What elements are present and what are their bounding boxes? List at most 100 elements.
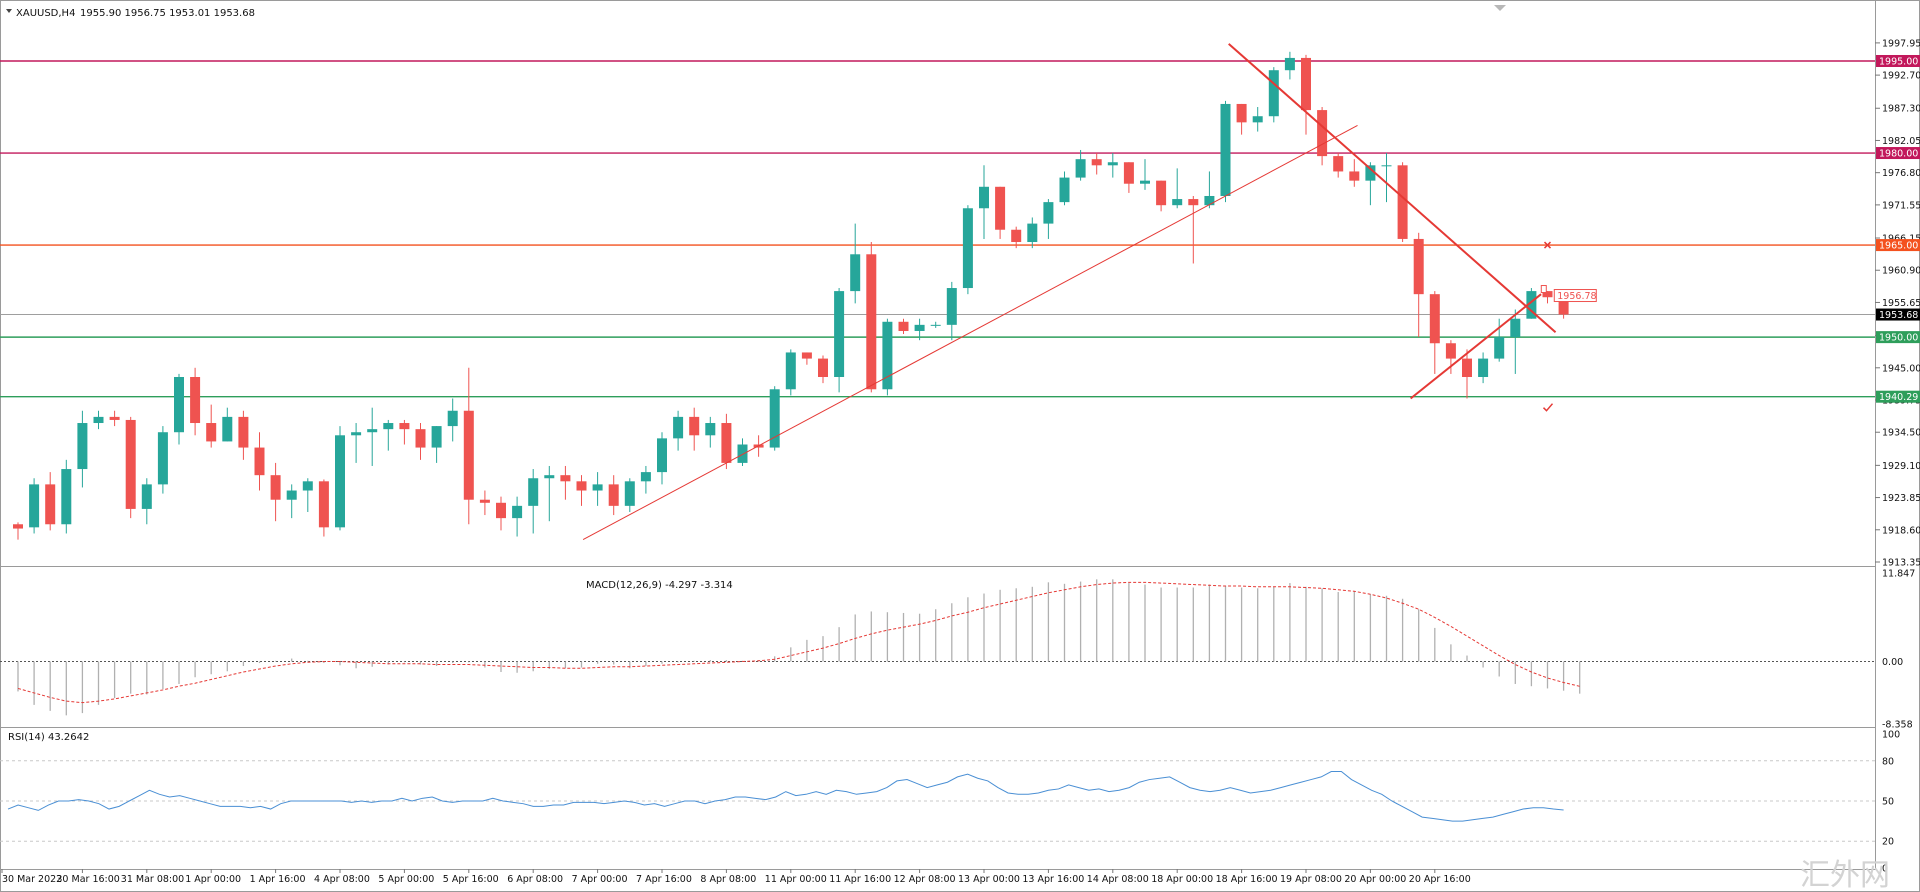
candle-body[interactable] <box>705 423 716 436</box>
candle-body[interactable] <box>125 419 136 509</box>
candle-body[interactable] <box>399 423 410 430</box>
candle-body[interactable] <box>286 490 297 500</box>
candle-body[interactable] <box>689 416 700 436</box>
candle-body[interactable] <box>1204 195 1215 206</box>
candle-body[interactable] <box>834 291 845 378</box>
candle-body[interactable] <box>302 481 313 491</box>
candle-body[interactable] <box>1027 223 1038 243</box>
check-marker-icon[interactable] <box>1542 403 1554 412</box>
candle-body[interactable] <box>544 475 555 479</box>
trendline-2[interactable] <box>1228 43 1557 333</box>
candle-body[interactable] <box>576 481 587 491</box>
candle-body[interactable] <box>866 254 877 390</box>
candle-body[interactable] <box>77 423 88 470</box>
candle-body[interactable] <box>1236 103 1247 123</box>
candle-body[interactable] <box>624 481 635 506</box>
candle-body[interactable] <box>270 475 281 500</box>
candle-body[interactable] <box>1123 162 1134 184</box>
candle-body[interactable] <box>496 502 506 519</box>
candle-body[interactable] <box>673 416 684 439</box>
candle-body[interactable] <box>898 321 909 331</box>
macd-signal-line[interactable] <box>17 581 1580 704</box>
candle-body[interactable] <box>479 499 490 503</box>
candle-body[interactable] <box>367 429 378 433</box>
candle-body[interactable] <box>206 423 217 442</box>
candle-body[interactable] <box>1429 294 1440 344</box>
candle-body[interactable] <box>995 186 1006 230</box>
candle-body[interactable] <box>1494 337 1505 359</box>
candle-body[interactable] <box>415 429 426 448</box>
candle-body[interactable] <box>914 324 925 331</box>
candle-body[interactable] <box>560 475 571 482</box>
candle-body[interactable] <box>1381 165 1392 167</box>
candle-body[interactable] <box>946 288 957 325</box>
candle-body[interactable] <box>1043 202 1054 224</box>
candle-body[interactable] <box>1172 199 1183 206</box>
candle-body[interactable] <box>318 481 329 528</box>
candle-body[interactable] <box>1317 110 1328 157</box>
candle-body[interactable] <box>962 208 973 289</box>
candle-body[interactable] <box>222 416 233 442</box>
rsi-pane[interactable]: 100 80 50 20 0 <box>0 730 1900 875</box>
candle-body[interactable] <box>174 377 184 433</box>
candle-body[interactable] <box>930 324 941 326</box>
candle-body[interactable] <box>1188 199 1199 206</box>
candle-body[interactable] <box>1349 171 1360 181</box>
candle-body[interactable] <box>1397 165 1408 239</box>
candle-body[interactable] <box>785 352 796 390</box>
candle-body[interactable] <box>818 358 828 378</box>
candle-body[interactable] <box>1413 238 1424 295</box>
candle-body[interactable] <box>1365 165 1376 181</box>
trendline-1[interactable] <box>582 124 1358 541</box>
candle-body[interactable] <box>238 416 249 448</box>
candle-body[interactable] <box>801 352 812 359</box>
triangle-down-icon[interactable] <box>6 9 12 13</box>
candle-body[interactable] <box>882 321 893 390</box>
candle-body[interactable] <box>1252 116 1263 123</box>
candle-body[interactable] <box>141 484 152 509</box>
rsi-line[interactable] <box>7 771 1564 822</box>
price-pane[interactable]: 1997.95 1992.70 1987.30 1982.05 1976.80 1971.… <box>0 38 1920 569</box>
candle-body[interactable] <box>383 423 394 430</box>
macd-pane[interactable]: 11.847 0.00 -8.358 <box>0 569 1915 731</box>
candle-body[interactable] <box>1558 300 1569 315</box>
candle-body[interactable] <box>93 416 104 424</box>
candle-body[interactable] <box>1075 159 1086 178</box>
chart-shift-icon[interactable] <box>1494 5 1506 11</box>
candle-body[interactable] <box>1091 159 1102 166</box>
candle-body[interactable] <box>1462 358 1472 378</box>
candle-body[interactable] <box>608 484 619 506</box>
candle-body[interactable] <box>447 410 458 427</box>
candle-body[interactable] <box>45 484 56 525</box>
candle-body[interactable] <box>1107 162 1118 166</box>
trendline-3[interactable] <box>1410 293 1542 400</box>
candle-body[interactable] <box>1140 180 1150 184</box>
candle-body[interactable] <box>190 377 201 424</box>
candle-body[interactable] <box>431 426 442 448</box>
cross-marker-icon[interactable] <box>1543 241 1552 249</box>
candle-body[interactable] <box>335 435 345 528</box>
candle-body[interactable] <box>1526 291 1537 319</box>
candle-body[interactable] <box>592 484 603 491</box>
candle-body[interactable] <box>1542 291 1553 298</box>
candle-body[interactable] <box>254 447 265 476</box>
candle-body[interactable] <box>1284 57 1295 71</box>
candle-body[interactable] <box>109 416 120 420</box>
candle-body[interactable] <box>721 423 732 463</box>
candle-body[interactable] <box>1268 70 1279 117</box>
candle-body[interactable] <box>512 505 523 519</box>
candle-body[interactable] <box>13 524 23 529</box>
candle-body[interactable] <box>157 432 168 485</box>
candle-body[interactable] <box>1445 343 1456 359</box>
candle-body[interactable] <box>737 444 748 463</box>
candle-body[interactable] <box>61 469 72 525</box>
candle-body[interactable] <box>1059 177 1070 203</box>
candle-body[interactable] <box>29 484 40 528</box>
candle-body[interactable] <box>979 186 989 209</box>
candle-body[interactable] <box>463 410 474 500</box>
candle-body[interactable] <box>1333 156 1344 172</box>
candle-body[interactable] <box>1156 180 1167 206</box>
candle-body[interactable] <box>1478 358 1489 378</box>
candle-body[interactable] <box>1220 103 1231 196</box>
